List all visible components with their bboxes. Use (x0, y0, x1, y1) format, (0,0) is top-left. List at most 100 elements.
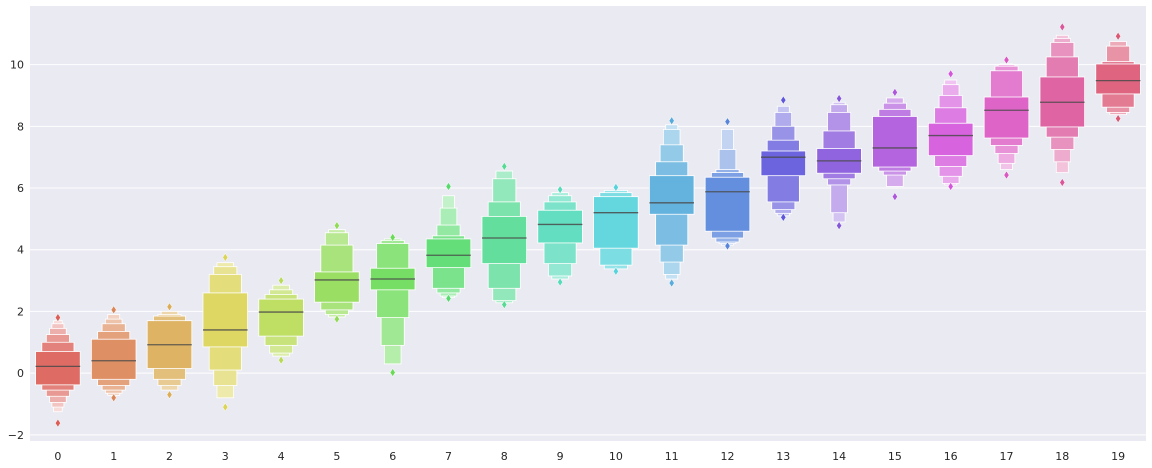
outlier-point (557, 277, 563, 287)
boxen-group-7 (425, 195, 472, 298)
outlier-point (110, 305, 117, 315)
x-tick-label: 18 (1055, 450, 1069, 463)
outlier-point (668, 116, 675, 126)
outlier-point (1115, 31, 1121, 41)
boxen-group-1 (90, 314, 137, 396)
plot-area (30, 6, 1146, 441)
outlier-point (389, 368, 396, 377)
boxen-group-6 (369, 238, 416, 365)
x-tick-label: 12 (721, 450, 735, 463)
boxen-group-2 (146, 311, 193, 391)
outlier-markers (55, 22, 1121, 428)
boxen-box (90, 338, 137, 380)
outlier-point (1059, 178, 1066, 187)
boxen-group-15 (872, 97, 918, 187)
boxen-box (1095, 63, 1141, 95)
x-tick-label: 14 (832, 450, 846, 463)
boxen-group-17 (983, 63, 1030, 170)
outlier-point (780, 212, 787, 222)
boxen-group-11 (648, 124, 695, 280)
y-tick-label: 6 (17, 182, 24, 195)
boxen-group-5 (314, 229, 360, 318)
boxen-group-13 (760, 105, 807, 217)
x-tick-label: 7 (445, 450, 452, 463)
x-tick-label: 5 (333, 450, 340, 463)
outlier-point (1115, 114, 1121, 124)
outlier-point (836, 94, 842, 104)
boxen-group-16 (927, 79, 974, 186)
boxen-box (704, 176, 751, 232)
boxen-box (872, 116, 918, 168)
x-tick-label: 10 (609, 450, 623, 463)
outlier-point (222, 252, 229, 262)
boxen-group-9 (537, 192, 583, 280)
outlier-point (278, 355, 284, 365)
outlier-point (892, 192, 898, 202)
outlier-point (334, 221, 340, 231)
outlier-point (947, 69, 954, 79)
x-tick-label: 8 (501, 450, 508, 463)
outlier-point (1059, 22, 1066, 32)
outlier-point (1003, 170, 1010, 180)
boxen-group-10 (593, 190, 639, 270)
outlier-point (947, 182, 954, 191)
boxen-box (258, 298, 304, 337)
boxen-box (648, 175, 695, 215)
y-tick-label: 0 (17, 367, 24, 380)
boxen-group-18 (1039, 34, 1086, 173)
outlier-point (780, 95, 787, 105)
outlier-point (110, 393, 117, 403)
outlier-point (445, 182, 452, 191)
x-tick-label: 19 (1111, 450, 1125, 463)
boxen-box (537, 209, 583, 244)
boxen-group-19 (1095, 41, 1141, 115)
boxen-box (425, 238, 472, 269)
x-tick-label: 3 (222, 450, 229, 463)
outlier-point (724, 241, 731, 251)
x-tick-label: 6 (389, 450, 396, 463)
outlier-point (222, 402, 229, 412)
outlier-point (166, 390, 173, 400)
x-tick-label: 16 (944, 450, 958, 463)
boxen-box (927, 122, 974, 157)
x-tick-label: 13 (776, 450, 790, 463)
outlier-point (613, 266, 619, 276)
y-tick-label: −2 (8, 429, 24, 442)
boxen-box (481, 216, 528, 265)
y-tick-label: 2 (17, 305, 24, 318)
x-tick-label: 9 (557, 450, 564, 463)
outlier-point (836, 221, 842, 231)
outlier-point (892, 87, 898, 97)
x-tick-label: 2 (166, 450, 173, 463)
outlier-point (668, 278, 675, 288)
outlier-point (166, 302, 173, 312)
boxen-group-12 (704, 129, 751, 246)
x-tick-label: 17 (1000, 450, 1014, 463)
boxen-group-3 (202, 262, 249, 399)
outlier-point (55, 418, 61, 428)
y-tick-label: 8 (17, 120, 24, 133)
boxen-group-14 (816, 101, 862, 223)
x-tick-label: 11 (665, 450, 679, 463)
boxen-group-4 (258, 284, 304, 357)
boxen-group-0 (35, 320, 81, 413)
outlier-point (557, 185, 563, 195)
x-tick-label: 1 (110, 450, 117, 463)
y-tick-label: 10 (10, 59, 24, 72)
outlier-point (278, 276, 284, 286)
boxen-series (35, 34, 1141, 413)
x-tick-label: 15 (888, 450, 902, 463)
y-axis-ticks: −2 0 2 4 6 8 10 (8, 59, 24, 442)
x-tick-label: 4 (278, 450, 285, 463)
outlier-point (724, 117, 731, 127)
boxen-box (983, 96, 1030, 139)
outlier-point (55, 313, 61, 323)
outlier-point (613, 182, 619, 192)
outlier-point (501, 161, 508, 171)
outlier-point (1003, 55, 1010, 65)
outlier-point (389, 232, 396, 242)
boxen-box (593, 196, 639, 249)
x-axis-ticks: 0 1 2 3 4 5 6 7 8 9 10 11 12 13 14 15 16 17 18 19 (54, 450, 1125, 463)
outlier-point (501, 300, 508, 310)
